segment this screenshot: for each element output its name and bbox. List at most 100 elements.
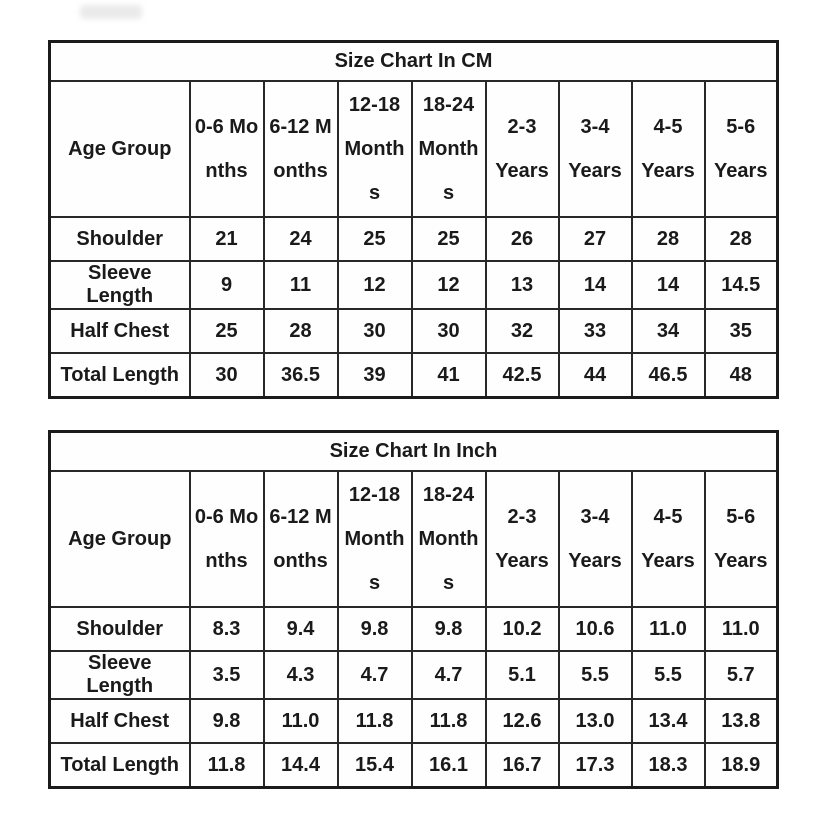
value-cell: 25: [188, 308, 265, 354]
column-header: 2-3 Years: [484, 470, 560, 608]
value-cell: 13.4: [630, 698, 706, 744]
age-group-header: Age Group: [48, 470, 191, 608]
value-cell: 9.8: [410, 606, 487, 652]
value-cell: 13: [484, 260, 560, 310]
value-cell: 14.4: [262, 742, 339, 789]
value-cell: 5.5: [557, 650, 633, 700]
value-cell: 21: [188, 216, 265, 262]
value-cell: 18.3: [630, 742, 706, 789]
blurred-watermark-smudge: [80, 5, 142, 19]
value-cell: 35: [703, 308, 779, 354]
row-label: Half Chest: [48, 698, 191, 744]
value-cell: 28: [703, 216, 779, 262]
value-cell: 14: [630, 260, 706, 310]
value-cell: 11.0: [703, 606, 779, 652]
row-label: Shoulder: [48, 216, 191, 262]
value-cell: 16.1: [410, 742, 487, 789]
value-cell: 34: [630, 308, 706, 354]
value-cell: 11.8: [336, 698, 413, 744]
value-cell: 12.6: [484, 698, 560, 744]
value-cell: 10.2: [484, 606, 560, 652]
table-row: Shoulder 8.3 9.4 9.8 9.8 10.2 10.6 11.0 11.0: [48, 606, 779, 652]
value-cell: 11.8: [188, 742, 265, 789]
column-header: 5-6 Years: [703, 80, 779, 218]
value-cell: 9.8: [336, 606, 413, 652]
value-cell: 25: [336, 216, 413, 262]
column-header: 6-12 Months: [262, 470, 339, 608]
value-cell: 4.7: [410, 650, 487, 700]
column-header: 12-18 Months: [336, 470, 413, 608]
column-header: 4-5 Years: [630, 470, 706, 608]
value-cell: 30: [188, 352, 265, 399]
value-cell: 9: [188, 260, 265, 310]
column-header: 18-24 Months: [410, 80, 487, 218]
value-cell: 11.8: [410, 698, 487, 744]
value-cell: 28: [262, 308, 339, 354]
value-cell: 10.6: [557, 606, 633, 652]
value-cell: 33: [557, 308, 633, 354]
table-row: Sleeve Length 9 11 12 12 13 14 14 14.5: [48, 260, 779, 310]
value-cell: 39: [336, 352, 413, 399]
row-label: Shoulder: [48, 606, 191, 652]
value-cell: 25: [410, 216, 487, 262]
size-chart-inch-table: Size Chart In Inch Age Group 0-6 Months 6-1…: [48, 430, 779, 789]
value-cell: 46.5: [630, 352, 706, 399]
row-label: Sleeve Length: [48, 650, 191, 700]
column-header: 12-18 Months: [336, 80, 413, 218]
value-cell: 15.4: [336, 742, 413, 789]
value-cell: 42.5: [484, 352, 560, 399]
table-title: Size Chart In CM: [48, 40, 779, 82]
column-header: 0-6 Months: [188, 80, 265, 218]
column-header: 3-4 Years: [557, 80, 633, 218]
value-cell: 18.9: [703, 742, 779, 789]
value-cell: 9.4: [262, 606, 339, 652]
value-cell: 13.0: [557, 698, 633, 744]
value-cell: 12: [336, 260, 413, 310]
column-header: 5-6 Years: [703, 470, 779, 608]
value-cell: 14: [557, 260, 633, 310]
row-label: Total Length: [48, 742, 191, 789]
row-label: Half Chest: [48, 308, 191, 354]
table-title: Size Chart In Inch: [48, 430, 779, 472]
value-cell: 27: [557, 216, 633, 262]
size-table: Size Chart In CM Age Group 0-6 Months 6-12 …: [48, 40, 779, 399]
value-cell: 5.7: [703, 650, 779, 700]
value-cell: 36.5: [262, 352, 339, 399]
value-cell: 24: [262, 216, 339, 262]
value-cell: 30: [410, 308, 487, 354]
value-cell: 26: [484, 216, 560, 262]
value-cell: 14.5: [703, 260, 779, 310]
value-cell: 44: [557, 352, 633, 399]
table-row: Half Chest 25 28 30 30 32 33 34 35: [48, 308, 779, 354]
value-cell: 32: [484, 308, 560, 354]
column-header: 4-5 Years: [630, 80, 706, 218]
table-row: Sleeve Length 3.5 4.3 4.7 4.7 5.1 5.5 5.5 5.7: [48, 650, 779, 700]
row-label: Sleeve Length: [48, 260, 191, 310]
column-header: 2-3 Years: [484, 80, 560, 218]
value-cell: 17.3: [557, 742, 633, 789]
value-cell: 41: [410, 352, 487, 399]
size-table: Size Chart In Inch Age Group 0-6 Months 6-1…: [48, 430, 779, 789]
value-cell: 4.7: [336, 650, 413, 700]
value-cell: 48: [703, 352, 779, 399]
column-header: 18-24 Months: [410, 470, 487, 608]
value-cell: 8.3: [188, 606, 265, 652]
value-cell: 12: [410, 260, 487, 310]
value-cell: 5.5: [630, 650, 706, 700]
value-cell: 13.8: [703, 698, 779, 744]
row-label: Total Length: [48, 352, 191, 399]
value-cell: 4.3: [262, 650, 339, 700]
column-header: 6-12 Months: [262, 80, 339, 218]
age-group-header: Age Group: [48, 80, 191, 218]
table-row: Half Chest 9.8 11.0 11.8 11.8 12.6 13.0 13.4 13.…: [48, 698, 779, 744]
value-cell: 28: [630, 216, 706, 262]
value-cell: 9.8: [188, 698, 265, 744]
table-row: Total Length 11.8 14.4 15.4 16.1 16.7 17.3 18.3…: [48, 742, 779, 789]
value-cell: 30: [336, 308, 413, 354]
size-chart-cm-table: Size Chart In CM Age Group 0-6 Months 6-12 …: [48, 40, 779, 399]
value-cell: 11.0: [262, 698, 339, 744]
column-header: 3-4 Years: [557, 470, 633, 608]
value-cell: 5.1: [484, 650, 560, 700]
table-row: Shoulder 21 24 25 25 26 27 28 28: [48, 216, 779, 262]
value-cell: 11.0: [630, 606, 706, 652]
